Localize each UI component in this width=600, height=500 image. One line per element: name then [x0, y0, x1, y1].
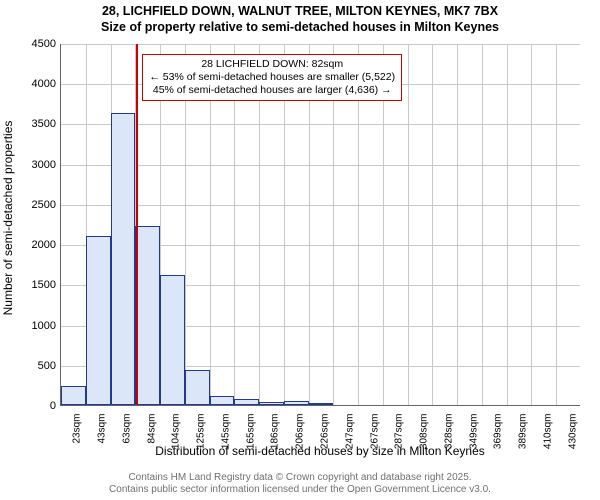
y-tick-label: 0: [6, 400, 56, 412]
chart: Number of semi-detached properties 28 LI…: [0, 38, 600, 448]
y-tick-label: 2000: [6, 239, 56, 251]
y-tick-label: 2500: [6, 199, 56, 211]
property-marker-line: [136, 44, 138, 405]
histogram-bar: [234, 399, 259, 405]
histogram-bar: [259, 402, 284, 405]
annotation-box: 28 LICHFIELD DOWN: 82sqm← 53% of semi-de…: [142, 54, 402, 101]
y-tick-label: 3500: [6, 118, 56, 130]
histogram-bar: [135, 226, 160, 405]
chart-title: 28, LICHFIELD DOWN, WALNUT TREE, MILTON …: [0, 0, 600, 35]
histogram-bar: [309, 403, 334, 405]
annotation-line: 28 LICHFIELD DOWN: 82sqm: [149, 58, 395, 71]
plot-area: 28 LICHFIELD DOWN: 82sqm← 53% of semi-de…: [60, 44, 580, 406]
y-tick-label: 4500: [6, 38, 56, 50]
annotation-line: ← 53% of semi-detached houses are smalle…: [149, 71, 395, 84]
x-tick-label: 43sqm: [97, 414, 108, 444]
histogram-bar: [284, 401, 309, 405]
title-line1: 28, LICHFIELD DOWN, WALNUT TREE, MILTON …: [0, 4, 600, 20]
annotation-line: 45% of semi-detached houses are larger (…: [149, 84, 395, 97]
histogram-bar: [61, 386, 86, 405]
histogram-bar: [210, 396, 235, 405]
y-tick-label: 3000: [6, 159, 56, 171]
footer-line1: Contains HM Land Registry data © Crown c…: [0, 472, 600, 484]
x-tick-label: 63sqm: [121, 414, 132, 444]
y-tick-label: 500: [6, 360, 56, 372]
y-tick-label: 1000: [6, 320, 56, 332]
x-tick-label: 84sqm: [146, 414, 157, 444]
x-tick-label: 23sqm: [72, 414, 83, 444]
title-line2: Size of property relative to semi-detach…: [0, 20, 600, 36]
histogram-bar: [160, 275, 185, 405]
x-axis-label: Distribution of semi-detached houses by …: [60, 444, 580, 458]
footer-line2: Contains public sector information licen…: [0, 484, 600, 496]
histogram-bar: [185, 370, 210, 405]
histogram-bar: [86, 236, 111, 405]
y-tick-label: 1500: [6, 279, 56, 291]
histogram-bar: [111, 113, 136, 405]
y-tick-label: 4000: [6, 78, 56, 90]
chart-footer: Contains HM Land Registry data © Crown c…: [0, 472, 600, 496]
